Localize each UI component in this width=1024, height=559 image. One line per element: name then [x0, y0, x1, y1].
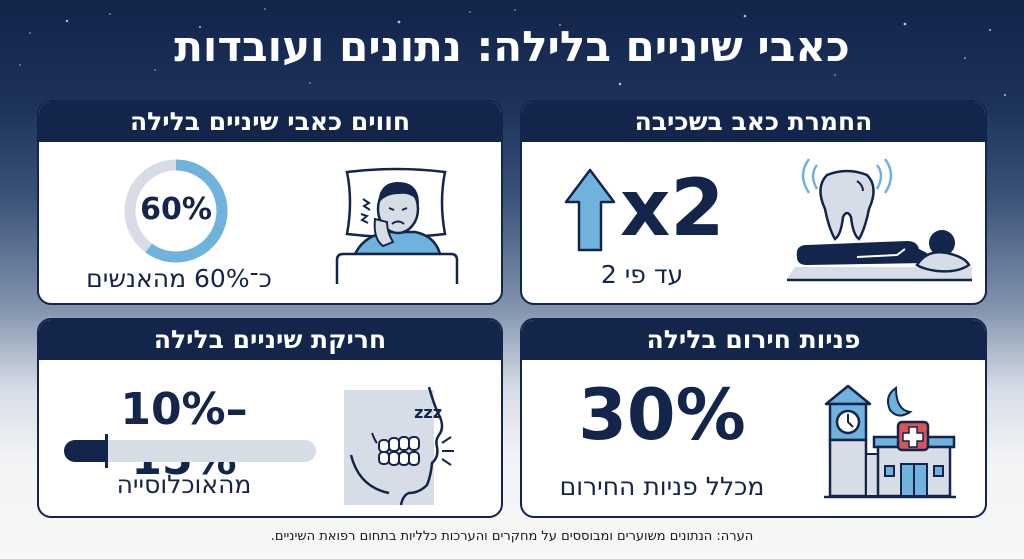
card-header: חריקת שיניים בלילה	[39, 320, 501, 360]
lying-person-with-vibrating-tooth-icon	[787, 158, 972, 282]
card-night-emergency: פניות חירום בלילה 30% מכלל פניות החירום	[520, 318, 987, 518]
card-night-grinding: חריקת שיניים בלילה 10%–15% מהאוכלוסייה z…	[37, 318, 503, 518]
card-body: 30% מכלל פניות החירום	[522, 360, 985, 516]
card-header: החמרת כאב בשכיבה	[522, 102, 985, 142]
footnote: הערה: הנתונים משוערים ומבוססים על מחקרים…	[270, 529, 754, 544]
card-body: 10%–15% מהאוכלוסייה zzz	[39, 360, 501, 516]
svg-text:zzz: zzz	[414, 403, 442, 422]
stat-value: 30%	[578, 374, 746, 456]
stat-value: x2	[620, 164, 725, 254]
stat-caption: מהאוכלוסייה	[116, 470, 252, 499]
stat-value: 60%	[140, 192, 212, 227]
grinding-teeth-face-icon: zzz	[344, 386, 454, 506]
stat-caption: מכלל פניות החירום	[559, 472, 765, 501]
progress-bar-fill	[64, 440, 106, 462]
donut-ring-chart	[124, 159, 228, 263]
hospital-at-night-icon	[824, 384, 956, 499]
card-body: x2 עד פי 2	[522, 142, 985, 303]
card-pain-when-lying: החמרת כאב בשכיבה x2 עד פי 2	[520, 100, 987, 305]
card-body: 60% כ־60% מהאנשים	[39, 142, 501, 303]
stat-caption: עד פי 2	[600, 260, 684, 289]
page-title: כאבי שיניים בלילה: נתונים ועובדות	[174, 22, 850, 71]
card-header: חווים כאבי שיניים בלילה	[39, 102, 501, 142]
progress-bar-marker	[105, 434, 108, 468]
progress-bar-track	[64, 440, 316, 462]
card-header: פניות חירום בלילה	[522, 320, 985, 360]
card-night-toothache: חווים כאבי שיניים בלילה 60% כ־60% מהאנשי…	[37, 100, 503, 305]
person-in-bed-with-toothache-icon	[335, 167, 459, 284]
stat-caption: כ־60% מהאנשים	[86, 264, 272, 293]
arrow-up-icon	[564, 168, 616, 252]
